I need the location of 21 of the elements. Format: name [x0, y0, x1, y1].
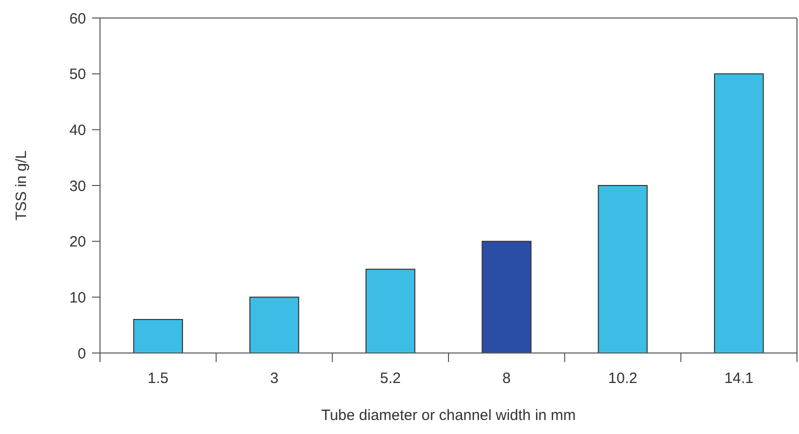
y-axis-title: TSS in g/L [13, 150, 30, 221]
bar [714, 73, 764, 354]
x-tick-label: 8 [502, 370, 511, 387]
bar [598, 185, 648, 354]
x-tick-label: 5.2 [380, 370, 401, 387]
x-axis-title: Tube diameter or channel width in mm [321, 407, 576, 424]
bar [249, 296, 300, 354]
y-tick-label: 0 [78, 345, 86, 362]
x-tick-label: 1.5 [148, 370, 169, 387]
bar [133, 319, 183, 354]
x-tick-label: 10.2 [608, 370, 638, 387]
y-tick-label: 50 [69, 66, 86, 84]
x-tick-label: 14.1 [724, 370, 754, 387]
bar [366, 268, 416, 354]
y-tick-label: 40 [69, 122, 86, 139]
y-tick-label: 60 [69, 10, 86, 28]
y-tick-label: 30 [69, 178, 86, 195]
bar [482, 240, 532, 354]
y-tick-label: 10 [69, 289, 86, 306]
x-tick-label: 3 [270, 370, 278, 387]
y-tick-label: 20 [69, 234, 86, 251]
